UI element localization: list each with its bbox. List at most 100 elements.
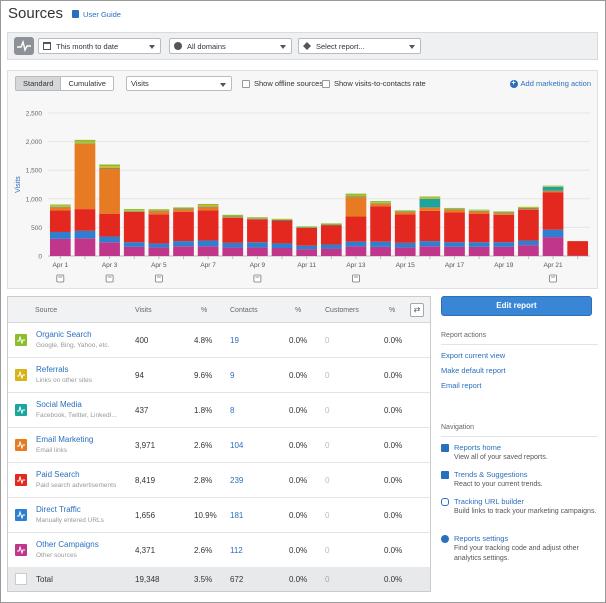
- x-tick-label: Apr 11: [297, 262, 316, 269]
- add-marketing-action-link[interactable]: + Add marketing action: [509, 79, 591, 88]
- checkbox-box[interactable]: [322, 79, 330, 88]
- bar-segment: [542, 190, 564, 193]
- tab-cumulative[interactable]: Cumulative: [61, 77, 113, 90]
- visits-rate-checkbox[interactable]: Show visits-to-contacts rate: [322, 79, 426, 88]
- bar-segment: [345, 216, 367, 242]
- pulse-toggle-button[interactable]: [14, 37, 34, 55]
- bar-segment: [518, 207, 539, 208]
- bar-segment: [444, 212, 465, 243]
- export-view-link[interactable]: Export current view: [441, 351, 506, 360]
- cell-contacts-pct: 0.0%: [289, 371, 308, 380]
- bar-segment: [419, 197, 441, 199]
- table-row: Direct Traffic Manually entered URLs 1,656…: [8, 498, 430, 533]
- source-icon: [15, 334, 27, 346]
- date-range-dropdown[interactable]: This month to date: [38, 38, 161, 54]
- bar-segment: [419, 207, 441, 211]
- cell-customers-pct: 0.0%: [384, 336, 403, 345]
- edit-report-button[interactable]: Edit report: [441, 296, 592, 316]
- bar-segment: [493, 211, 515, 213]
- bar-segment: [345, 195, 367, 197]
- cell-contacts[interactable]: 181: [230, 511, 244, 520]
- col-customers[interactable]: Customers: [325, 307, 359, 314]
- nav-label[interactable]: Tracking URL builder: [454, 497, 524, 506]
- bar-segment: [123, 242, 145, 247]
- view-tabs: Standard Cumulative: [15, 76, 114, 91]
- source-name-link[interactable]: Email Marketing: [36, 435, 94, 444]
- source-name-link[interactable]: Referrals: [36, 365, 69, 374]
- bar-segment: [173, 207, 194, 208]
- total-label: Total: [36, 575, 53, 584]
- bar-segment: [518, 206, 539, 208]
- swap-columns-button[interactable]: ⇄: [410, 303, 424, 317]
- cell-customers: 0: [325, 406, 330, 415]
- cell-visits: 1,656: [135, 511, 156, 520]
- col-contacts[interactable]: Contacts: [230, 307, 258, 314]
- bar-segment: [394, 214, 416, 243]
- cell-contacts[interactable]: 9: [230, 371, 235, 380]
- total-customers: 0: [325, 575, 330, 584]
- bar-segment: [148, 210, 170, 215]
- cell-contacts-pct: 0.0%: [289, 336, 308, 345]
- bar-segment: [370, 203, 391, 207]
- nav-label[interactable]: Reports settings: [454, 534, 509, 543]
- metric-dropdown[interactable]: Visits: [126, 76, 232, 91]
- checkbox-box[interactable]: [242, 79, 250, 88]
- bar-segment: [468, 213, 490, 243]
- cell-customers-pct: 0.0%: [384, 476, 403, 485]
- total-visits: 19,348: [135, 575, 160, 584]
- report-dropdown[interactable]: Select report...: [298, 38, 421, 54]
- x-tick-label: Apr 13: [346, 262, 366, 269]
- source-name-link[interactable]: Paid Search: [36, 470, 80, 479]
- cell-contacts[interactable]: 8: [230, 406, 235, 415]
- cell-contacts[interactable]: 19: [230, 336, 239, 345]
- domains-dropdown[interactable]: All domains: [169, 38, 292, 54]
- bar-segment: [173, 246, 194, 256]
- cell-visits-pct: 1.8%: [194, 406, 213, 415]
- bar-segment: [49, 238, 71, 256]
- tab-standard[interactable]: Standard: [16, 77, 62, 90]
- col-contacts-pct[interactable]: %: [295, 307, 302, 314]
- email-report-link[interactable]: Email report: [441, 381, 482, 390]
- col-visits[interactable]: Visits: [135, 307, 152, 314]
- source-name-link[interactable]: Social Media: [36, 400, 82, 409]
- nav-label[interactable]: Trends & Suggestions: [454, 470, 528, 479]
- col-visits-pct[interactable]: %: [201, 307, 208, 314]
- col-source[interactable]: Source: [35, 307, 58, 314]
- cell-contacts[interactable]: 239: [230, 476, 244, 485]
- offline-sources-checkbox[interactable]: Show offline sources: [242, 79, 323, 88]
- make-default-link[interactable]: Make default report: [441, 366, 506, 375]
- table-row: Email Marketing Email links 3,971 2.6% 104 0.…: [8, 428, 430, 463]
- cell-contacts[interactable]: 112: [230, 546, 243, 555]
- user-guide-link[interactable]: User Guide: [72, 10, 121, 19]
- source-description: Facebook, Twitter, LinkedI...: [36, 412, 117, 419]
- bar-segment: [296, 227, 318, 228]
- bar-segment: [296, 227, 318, 246]
- bar-segment: [493, 212, 515, 214]
- bar-segment: [444, 242, 465, 247]
- bar-segment: [99, 213, 120, 237]
- bar-segment: [468, 210, 490, 211]
- bar-segment: [271, 219, 293, 221]
- cell-customers: 0: [325, 371, 330, 380]
- nav-label[interactable]: Reports home: [454, 443, 502, 452]
- source-name-link[interactable]: Direct Traffic: [36, 505, 81, 514]
- cell-contacts[interactable]: 104: [230, 441, 244, 450]
- bar-segment: [123, 246, 145, 256]
- source-name-link[interactable]: Other Campaigns: [36, 540, 99, 549]
- bar-segment: [370, 246, 391, 256]
- bar-segment: [271, 219, 293, 220]
- cell-customers-pct: 0.0%: [384, 406, 403, 415]
- event-marker-icon: [154, 274, 163, 283]
- cell-customers: 0: [325, 546, 330, 555]
- col-customers-pct[interactable]: %: [389, 307, 396, 314]
- cell-visits-pct: 2.8%: [194, 476, 213, 485]
- cell-visits-pct: 4.8%: [194, 336, 213, 345]
- bar-segment: [394, 242, 416, 248]
- event-marker-icon: [56, 274, 65, 283]
- source-name-link[interactable]: Organic Search: [36, 330, 92, 339]
- bar-segment: [419, 210, 441, 242]
- bar-segment: [271, 218, 293, 220]
- bar-segment: [99, 236, 120, 243]
- bar-segment: [394, 211, 416, 215]
- source-description: Manually entered URLs: [36, 517, 104, 524]
